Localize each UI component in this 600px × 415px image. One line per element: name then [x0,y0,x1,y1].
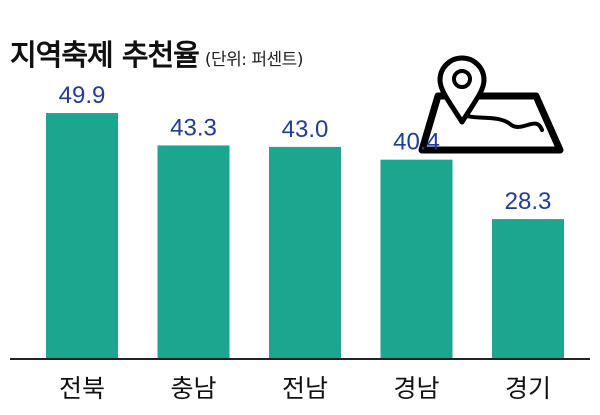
category-label: 전북 [59,374,105,403]
bar-경기 [492,219,564,358]
category-label: 전남 [282,374,328,403]
category-label: 경남 [393,374,439,403]
chart-unit: (단위: 퍼센트) [204,50,304,70]
bar-충남 [157,145,230,358]
bar-전북 [46,113,118,358]
category-label: 경기 [505,374,551,403]
value-label: 43.0 [282,116,329,143]
map-pin-route-icon [418,55,564,154]
value-labels-group: 49.9 43.3 43.0 40.4 28.3 [59,82,552,215]
value-label: 43.3 [170,114,217,141]
value-label: 40.4 [393,129,440,156]
value-label: 49.9 [59,82,106,109]
bar-전남 [269,146,341,358]
bar-경남 [380,159,453,358]
chart-title: 지역축제 추천율 [10,38,200,72]
category-label: 충남 [170,374,216,403]
chart-header: 지역축제 추천율 (단위: 퍼센트) [10,32,303,74]
bars-group [46,113,564,358]
category-labels-group: 전북 충남 전남 경남 경기 [59,374,551,403]
value-label: 28.3 [505,188,552,215]
